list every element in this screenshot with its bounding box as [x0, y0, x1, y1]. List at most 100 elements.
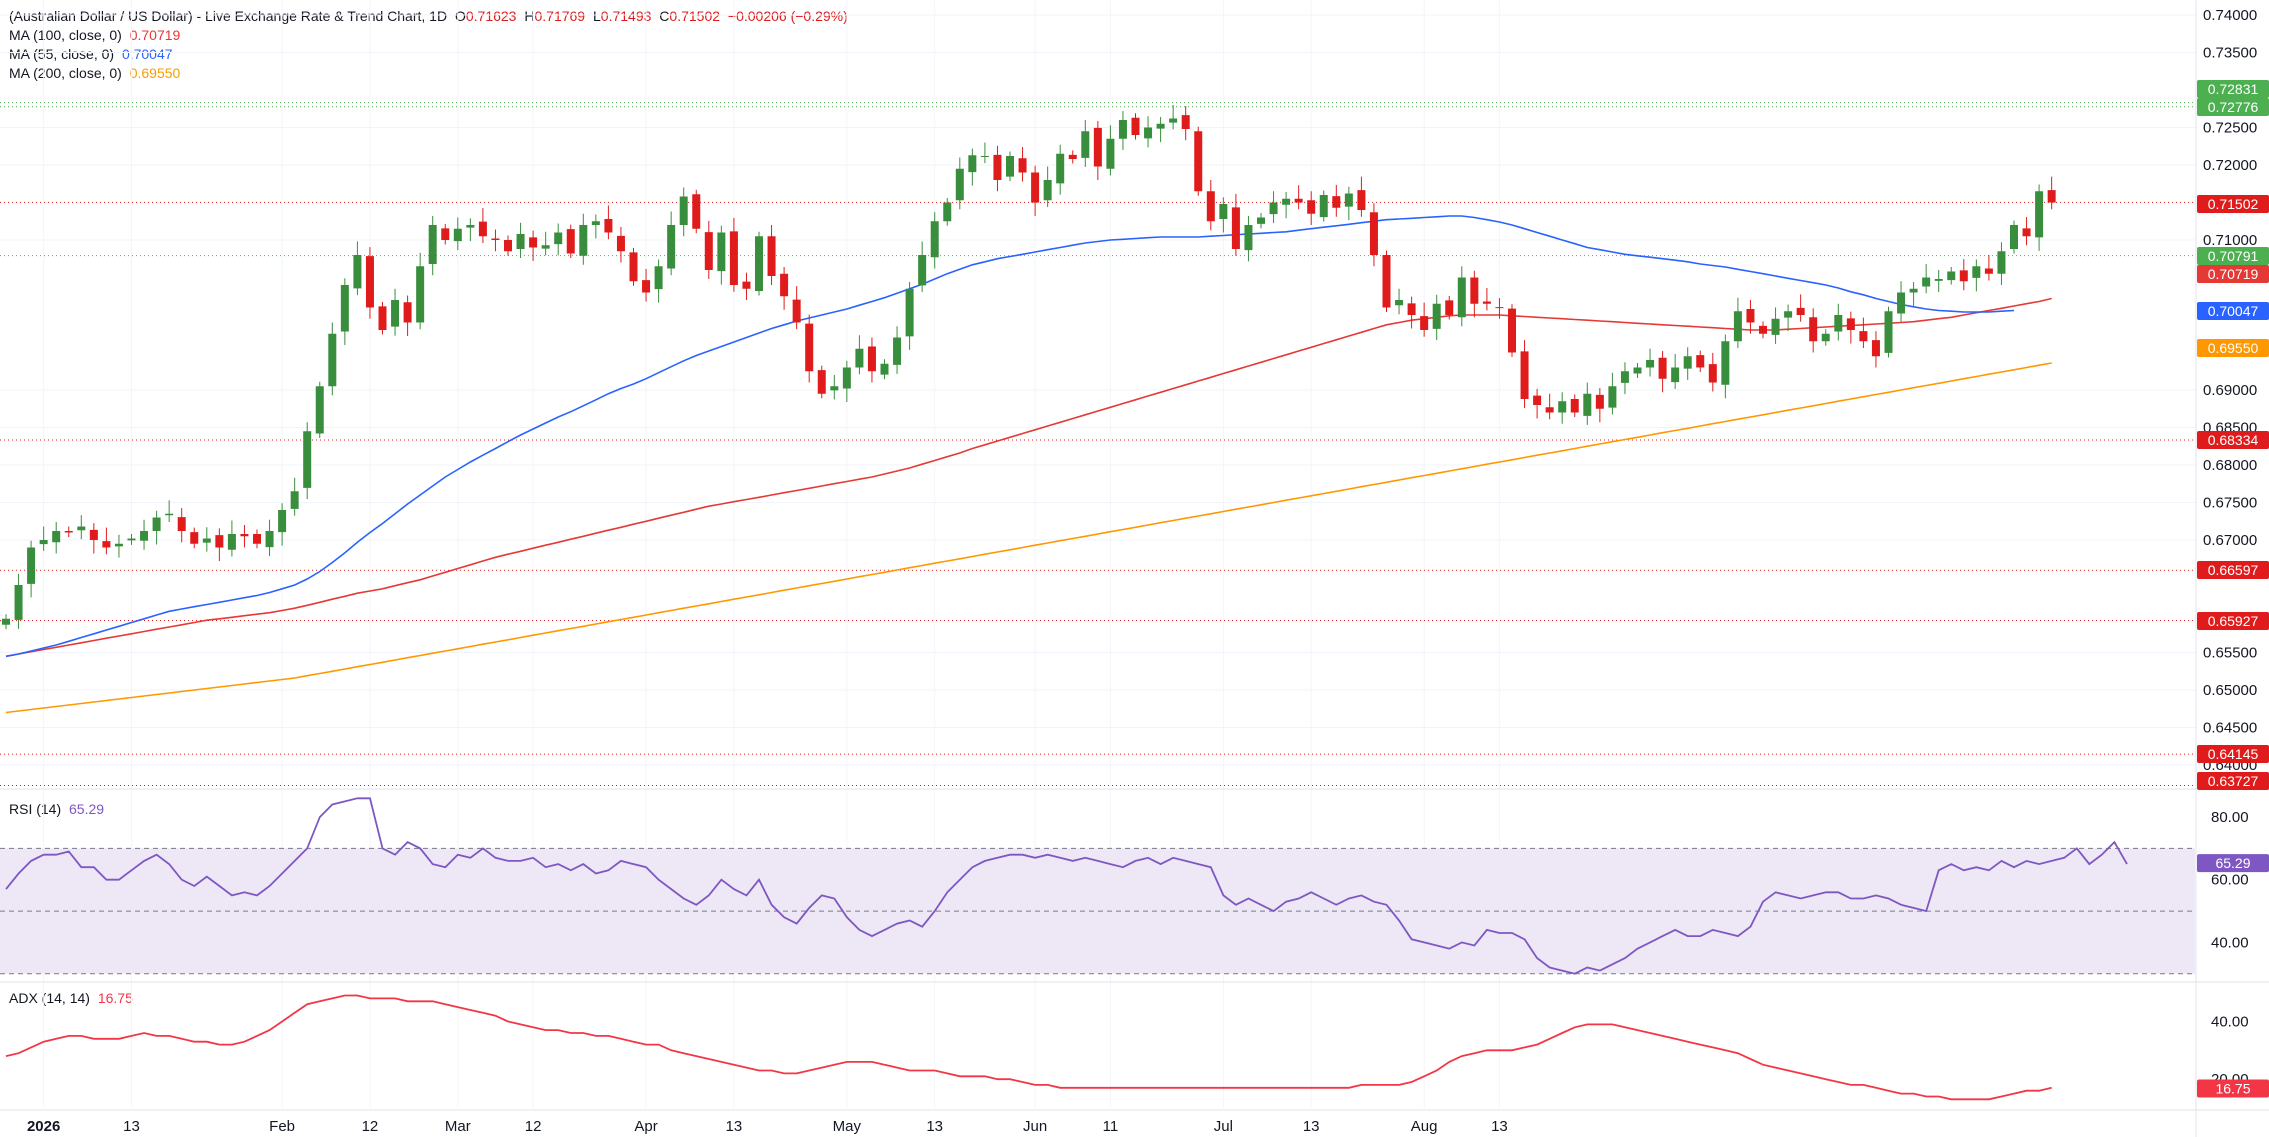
change-value: −0.00206 (−0.29%)	[727, 8, 848, 24]
candle-down	[729, 231, 738, 285]
candle-up	[1457, 277, 1466, 318]
time-axis[interactable]: 2026 13 Feb 12 Mar 12 Apr 13 May 13 Jun 11 Jul 13 Aug 1…	[27, 1118, 1508, 1135]
candle-up	[893, 337, 902, 365]
ma100-legend[interactable]: MA (100, close, 0) 0.70719	[9, 26, 180, 45]
rsi-y-tick-label: 80.00	[2211, 809, 2249, 826]
candle-up	[278, 510, 287, 533]
candle-down	[1445, 300, 1454, 315]
y-tick-label: 0.72000	[2203, 157, 2257, 174]
rsi-y-tick-label: 40.00	[2211, 934, 2249, 951]
y-tick-label: 0.74000	[2203, 7, 2257, 24]
candle-up	[315, 386, 324, 434]
high-label: H	[524, 8, 535, 24]
candle-down	[616, 235, 625, 252]
candle-up	[77, 526, 86, 531]
candle-down	[1508, 308, 1516, 353]
x-tick-label: Mar	[445, 1118, 471, 1135]
ma100-value: 0.70719	[129, 27, 181, 43]
candle-down	[491, 238, 500, 240]
candle-up	[1897, 292, 1906, 314]
price-tag-label: 0.70791	[2208, 248, 2259, 264]
open-label: O	[454, 8, 466, 24]
candle-down	[1206, 191, 1215, 222]
candle-up	[1169, 118, 1178, 123]
candle-up	[930, 221, 939, 258]
candle-down	[1545, 407, 1554, 413]
adx-legend[interactable]: ADX (14, 14) 16.75	[9, 989, 133, 1008]
rsi-legend[interactable]: RSI (14) 65.29	[9, 800, 104, 819]
ma200-legend[interactable]: MA (200, close, 0) 0.69550	[9, 64, 180, 83]
candle-up	[202, 538, 211, 543]
candle-down	[1871, 340, 1880, 357]
candle-down	[1194, 131, 1203, 192]
price-tag-label: 0.69550	[2208, 340, 2259, 356]
candle-up	[1922, 277, 1931, 287]
candle-up	[1219, 204, 1228, 219]
candle-up	[579, 225, 588, 256]
candle-down	[1018, 158, 1027, 173]
price-axis[interactable]: 0.74000 0.73500 0.72500 0.72000 0.71000 0.690…	[2203, 7, 2257, 1088]
candle-down	[1382, 255, 1391, 308]
candle-up	[1721, 341, 1730, 385]
x-tick-label: 13	[123, 1118, 140, 1135]
candle-up	[1608, 386, 1617, 408]
price-tag-label: 0.68334	[2208, 432, 2259, 448]
candle-up	[717, 232, 726, 272]
candle-up	[830, 386, 839, 391]
candle-up	[654, 266, 663, 290]
candle-up	[453, 228, 462, 242]
candle-down	[1984, 268, 1993, 274]
candle-down	[1470, 277, 1479, 304]
candle-up	[1006, 156, 1014, 177]
candle-down	[704, 232, 713, 270]
candle-up	[391, 300, 400, 327]
candle-up	[1620, 371, 1629, 383]
candle-down	[504, 240, 512, 252]
adx-tag	[2197, 1079, 2269, 1098]
price-tag-label: 0.70047	[2208, 303, 2259, 319]
candle-down	[629, 252, 638, 282]
candle-up	[290, 491, 299, 509]
x-tick-label: 13	[1303, 1118, 1320, 1135]
rsi-tag-label: 65.29	[2215, 855, 2250, 871]
ma200-label: MA (200, close, 0)	[9, 65, 122, 81]
low-value: 0.71493	[600, 8, 652, 24]
candle-down	[1959, 270, 1968, 282]
candle-up	[39, 540, 48, 545]
candle-up	[1156, 123, 1165, 129]
candle-up	[14, 585, 23, 620]
candle-up	[1834, 315, 1843, 332]
candle-down	[1533, 395, 1542, 405]
ma55-legend[interactable]: MA (55, close, 0) 0.70047	[9, 45, 173, 64]
x-tick-label: May	[833, 1118, 862, 1135]
candle-down	[805, 323, 814, 372]
candle-down	[102, 541, 111, 548]
candle-down	[1231, 207, 1240, 249]
candle-down	[1495, 307, 1504, 309]
candle-up	[955, 168, 964, 201]
candle-up	[842, 367, 851, 389]
price-tags: 0.72831 0.72776 0.71502 0.70791 0.70719 0.700…	[2197, 80, 2269, 1098]
y-tick-label: 0.65500	[2203, 645, 2257, 662]
candle-down	[642, 280, 651, 293]
price-tag-label: 0.71502	[2208, 196, 2259, 212]
candle-up	[140, 531, 149, 541]
candle-down	[1570, 399, 1579, 413]
y-tick-label: 0.65000	[2203, 682, 2257, 699]
price-levels	[0, 102, 2195, 786]
candle-up	[353, 255, 362, 289]
candle-down	[1746, 309, 1755, 323]
price-tag	[2197, 80, 2269, 98]
candle-down	[240, 534, 249, 537]
x-tick-label: 11	[1103, 1118, 1119, 1135]
x-tick-label: 12	[362, 1118, 379, 1135]
candle-down	[1181, 115, 1190, 129]
price-tag	[2197, 745, 2269, 763]
adx-line	[5, 994, 2052, 1101]
candle-up	[855, 348, 864, 368]
moving-averages	[5, 215, 2052, 714]
candle-down	[1809, 317, 1818, 342]
candle-up	[880, 363, 889, 375]
candle-down	[1031, 172, 1040, 203]
